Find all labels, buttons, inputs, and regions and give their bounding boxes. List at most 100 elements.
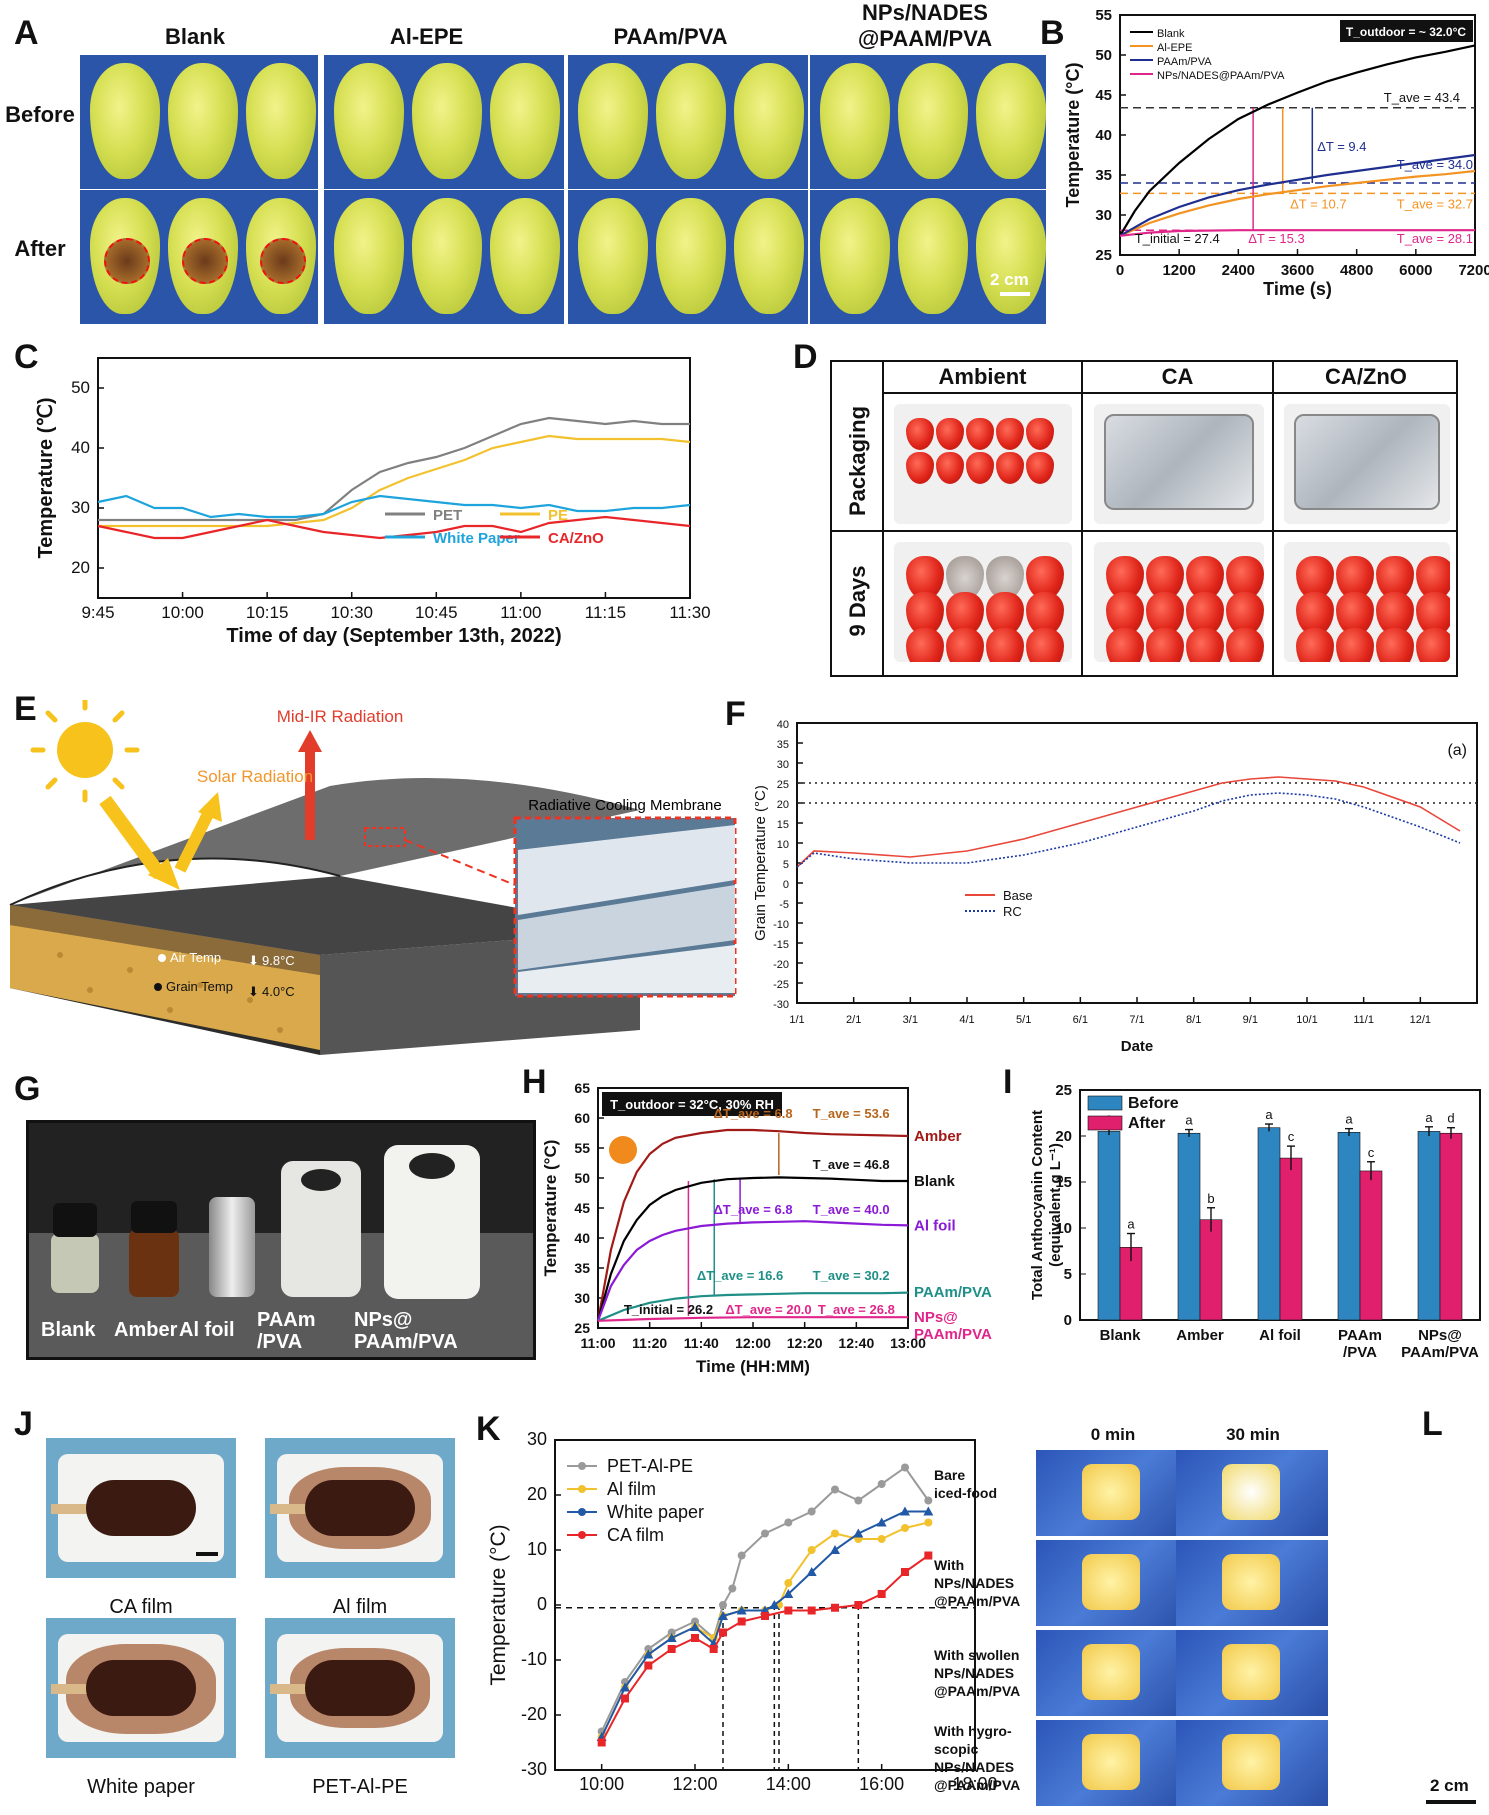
x-tick-label: 13:00: [890, 1335, 926, 1351]
fogged-container: [1104, 414, 1254, 510]
annotation: T_ave = 53.6: [813, 1106, 890, 1121]
x-tick-label: NPs@: [1418, 1327, 1462, 1344]
strawberry: [966, 452, 994, 484]
scale-bar: [196, 1552, 218, 1556]
svg-text:⬇: ⬇: [248, 984, 259, 999]
panel-label-c: C: [14, 338, 39, 376]
photo-panel: [810, 55, 1046, 189]
row-label: 9 Days: [845, 565, 870, 637]
data-point: [807, 1507, 816, 1516]
series-line: [600, 1521, 929, 1738]
significance-letter: b: [1207, 1191, 1214, 1206]
significance-letter: a: [1425, 1110, 1433, 1125]
pear-photo: [334, 63, 404, 179]
y-tick-label: 30: [1095, 207, 1112, 224]
data-point: [924, 1551, 933, 1560]
significance-letter: d: [1447, 1111, 1454, 1126]
significance-letter: c: [1368, 1145, 1375, 1160]
legend-marker: [578, 1531, 586, 1539]
annotation: T_ave = 34.0: [1397, 157, 1473, 172]
x-tick-label: Al foil: [1259, 1327, 1301, 1344]
chart-b: 25 30 35 40 45 50 55 0 1200 2400 3600 4800 6000 7200 T…: [1065, 10, 1489, 299]
x-tick-label: 18:00: [952, 1774, 997, 1794]
y-axis-label: Temperature (°C): [541, 1140, 560, 1277]
data-point: [924, 1496, 933, 1505]
legend-label: PET-Al-PE: [607, 1456, 693, 1476]
x-tick-label: 11:40: [684, 1335, 719, 1351]
y-tick-label: 10: [1055, 1220, 1072, 1237]
data-point: [736, 1605, 747, 1615]
vial-label: NPs@ PAAm/PVA: [354, 1309, 458, 1353]
x-tick-label: 11:15: [585, 603, 626, 622]
x-tick-label: 4800: [1340, 262, 1373, 279]
annotation: ΔT_ave = 20.0: [725, 1302, 811, 1317]
pear-photo: [90, 198, 160, 314]
data-point: [901, 1568, 909, 1576]
data-point: [597, 1738, 606, 1747]
y-tick-label: 50: [71, 378, 90, 397]
x-tick-label: 10:00: [161, 603, 204, 622]
data-point: [691, 1634, 699, 1642]
significance-letter: c: [1288, 1129, 1295, 1144]
stick: [270, 1504, 310, 1514]
pear-photo: [334, 198, 404, 314]
panel-label-k: K: [476, 1410, 501, 1448]
x-tick-label: 12/1: [1410, 1014, 1431, 1026]
sun-icon: [609, 1136, 637, 1164]
series-line: [596, 1176, 908, 1322]
stick: [51, 1504, 91, 1514]
y-tick-label: 50: [574, 1170, 590, 1186]
series-end-label: PAAm/PVA: [914, 1326, 992, 1343]
annotation: T_ave = 30.2: [813, 1268, 890, 1283]
annotation: T_ave = 40.0: [813, 1202, 890, 1217]
x-tick-label: 10:45: [415, 603, 458, 622]
data-point: [644, 1645, 653, 1653]
grain-temp-label: Grain Temp: [166, 979, 233, 994]
series-line: [97, 494, 691, 519]
bar: [1257, 1127, 1281, 1321]
produce-photo: [894, 404, 1072, 524]
data-point: [690, 1622, 700, 1631]
iced-food-block: [1222, 1734, 1280, 1790]
y-tick-label: 25: [1095, 247, 1112, 264]
x-tick-label: 2400: [1222, 262, 1255, 279]
ice-cream-photo: [265, 1618, 455, 1758]
data-point: [876, 1517, 887, 1527]
y-tick-label: 20: [777, 799, 789, 811]
pear-photo: [734, 198, 804, 314]
x-axis-label: Time of day (September 13th, 2022): [226, 625, 561, 647]
y-tick-label: 40: [71, 438, 90, 457]
panel-label-i: I: [1003, 1063, 1013, 1101]
data-point: [737, 1617, 746, 1626]
strawberry: [966, 418, 994, 450]
data-point: [667, 1645, 676, 1653]
y-tick-label: 45: [574, 1200, 590, 1216]
data-point: [901, 1524, 909, 1532]
series-line: [600, 1554, 929, 1743]
x-tick-label: /PVA: [1343, 1344, 1377, 1361]
x-tick-label: 9:45: [81, 603, 114, 622]
bar: [1417, 1131, 1441, 1321]
data-point: [924, 1518, 933, 1527]
iced-food-photo: [1036, 1540, 1188, 1626]
data-point: [719, 1601, 727, 1609]
ice-cream-bar: [305, 1660, 415, 1716]
air-temp-value: 9.8°C: [262, 953, 295, 968]
strawberry: [1186, 628, 1224, 662]
bar: [1199, 1219, 1223, 1321]
sun-icon-disc: [609, 1136, 637, 1164]
outdoor-box: [1340, 20, 1473, 42]
legend-label: CA/ZnO: [548, 530, 604, 547]
series-line: [1119, 153, 1476, 237]
photo-panel: [324, 55, 564, 189]
photo-panel: [80, 190, 318, 324]
iced-food-photo: [1036, 1720, 1188, 1806]
x-tick-label: 3/1: [903, 1014, 918, 1026]
data-point: [761, 1529, 769, 1538]
vial-label: Amber: [114, 1319, 178, 1341]
y-tick-label: -5: [779, 899, 789, 911]
strawberry: [996, 452, 1024, 484]
chart-h: 25 30 35 40 45 50 55 60 65 11:00 11:20 11:40 12:00 12…: [541, 1080, 992, 1376]
strawberry: [1146, 628, 1184, 662]
panel-d-table: Ambient CA CA/ZnO Packaging 9 Days: [830, 360, 1458, 677]
